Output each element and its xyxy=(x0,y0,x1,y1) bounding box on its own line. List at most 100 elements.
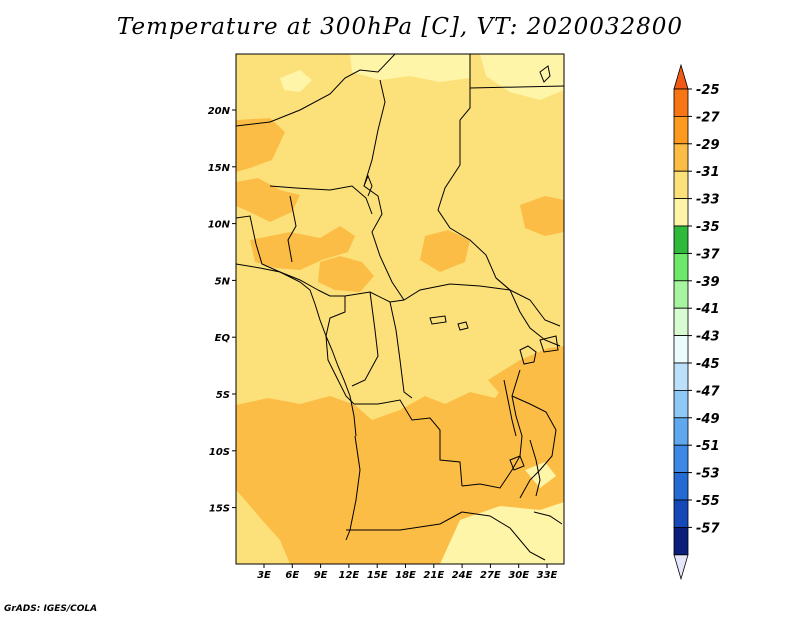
warm-region-south xyxy=(236,350,564,564)
coast-south xyxy=(325,335,357,437)
inland-feature-1 xyxy=(429,315,447,325)
border-north-3 xyxy=(437,54,511,291)
colorbar-label: -27 xyxy=(696,110,720,125)
border-central-3 xyxy=(354,399,463,487)
lon-tick-label: 9E xyxy=(314,570,328,581)
lon-tick-label: 33E xyxy=(537,570,558,581)
colorbar-swatch xyxy=(673,389,689,419)
border-central-1 xyxy=(351,291,379,387)
colorbar-swatch xyxy=(673,335,689,364)
lon-tick-label: 30E xyxy=(508,570,529,581)
light-region-northeast xyxy=(480,54,564,100)
coast-east xyxy=(533,511,563,525)
warm-region-sahel xyxy=(236,178,300,222)
colorbar-swatch xyxy=(673,170,689,199)
inland-feature-2 xyxy=(457,321,469,331)
warm-region-coast xyxy=(250,226,355,270)
border-north-1 xyxy=(236,54,396,127)
border-east-1 xyxy=(495,277,561,347)
colorbar-label: -39 xyxy=(696,275,720,290)
lon-tick-label: 27E xyxy=(480,570,501,581)
inland-feature-4 xyxy=(509,455,525,471)
inland-feature-3 xyxy=(539,335,559,353)
colorbar-swatch xyxy=(673,252,689,282)
light-region-north xyxy=(350,54,470,82)
colorbar-swatch xyxy=(673,444,689,474)
warm-region-north-coast xyxy=(318,256,374,292)
lat-tick-label: 5S xyxy=(216,390,230,401)
colorbar-swatch xyxy=(673,362,689,391)
colorbar-swatch xyxy=(673,198,689,227)
colorbar-swatch xyxy=(673,143,689,172)
light-region-northwest xyxy=(280,70,312,92)
border-north-2 xyxy=(363,79,405,301)
light-regions xyxy=(280,54,564,564)
colorbar-label: -57 xyxy=(696,521,720,536)
colorbar-label: -47 xyxy=(696,384,720,399)
border-east-3 xyxy=(363,174,373,197)
lat-tick-label: 15S xyxy=(209,504,230,515)
border-west-2 xyxy=(269,185,373,215)
colorbar-swatch xyxy=(673,116,689,145)
colorbar-top-arrow xyxy=(673,63,689,90)
colorbar-swatch xyxy=(673,417,689,446)
colorbar: -25 -27 -29 -31 -33 -35 -37 -39 -41 -43 -45 -47 -49 -… xyxy=(673,63,720,581)
lon-tick-label: 3E xyxy=(257,570,271,581)
country-borders xyxy=(236,54,564,561)
colorbar-label: -35 xyxy=(696,220,720,235)
colorbar-bottom-arrow xyxy=(673,554,689,581)
colorbar-label: -53 xyxy=(696,467,720,482)
lon-tick-label: 12E xyxy=(339,570,360,581)
border-west-1 xyxy=(236,215,319,291)
colorbar-swatch xyxy=(673,225,689,254)
colorbar-swatch xyxy=(673,527,689,556)
colorbar-label: -51 xyxy=(696,439,720,454)
warm-region-west-africa xyxy=(236,118,285,172)
colorbar-label: -29 xyxy=(696,138,720,153)
colorbar-swatch xyxy=(673,88,689,117)
colorbar-label: -37 xyxy=(696,247,720,262)
colorbar-swatch xyxy=(673,307,689,337)
latitude-axis: 20N 15N 10N 5N EQ 5S 10S 15S xyxy=(208,106,236,515)
warm-region-central xyxy=(420,230,470,272)
lat-tick-label: 5N xyxy=(215,276,231,287)
temperature-field xyxy=(236,54,564,564)
border-west-5 xyxy=(325,296,355,405)
border-east-2 xyxy=(511,395,557,499)
colorbar-label: -49 xyxy=(696,412,720,427)
border-west-3 xyxy=(287,195,297,263)
light-region-south-small xyxy=(525,462,556,488)
lat-tick-label: 15N xyxy=(208,163,231,174)
light-region-southeast xyxy=(440,502,564,564)
lat-tick-label: 10S xyxy=(209,447,230,458)
lon-tick-label: 18E xyxy=(395,570,416,581)
lake-tanganyika xyxy=(503,379,517,437)
colorbar-swatch xyxy=(673,472,689,501)
colorbar-label: -43 xyxy=(696,330,720,345)
lat-tick-label: 10N xyxy=(208,220,231,231)
warm-region-sudan-east xyxy=(520,196,564,236)
lake-malawi xyxy=(529,439,541,497)
lat-tick-label: 20N xyxy=(208,106,231,117)
longitude-axis: 3E 6E 9E 12E 15E 18E 21E 24E 27E 30E 33E xyxy=(257,564,558,581)
island-northeast xyxy=(539,65,551,83)
colorbar-swatch xyxy=(673,280,689,309)
colorbar-label: -41 xyxy=(696,302,720,317)
lon-tick-label: 24E xyxy=(452,570,473,581)
colorbar-label: -31 xyxy=(696,165,720,180)
credit-text: GrADS: IGES/COLA xyxy=(4,604,98,614)
lat-tick-label: EQ xyxy=(215,333,231,344)
colorbar-label: -45 xyxy=(696,357,720,372)
border-south-4 xyxy=(461,511,546,561)
colorbar-label: -25 xyxy=(696,83,720,98)
lon-tick-label: 21E xyxy=(423,570,444,581)
border-south-2 xyxy=(346,511,463,531)
border-central-2 xyxy=(389,301,413,399)
lon-tick-label: 6E xyxy=(285,570,299,581)
coast-gulf xyxy=(236,263,327,337)
border-north-4 xyxy=(469,85,564,89)
map-frame xyxy=(235,53,565,565)
border-south-1 xyxy=(345,435,361,541)
colorbar-swatch xyxy=(673,499,689,528)
